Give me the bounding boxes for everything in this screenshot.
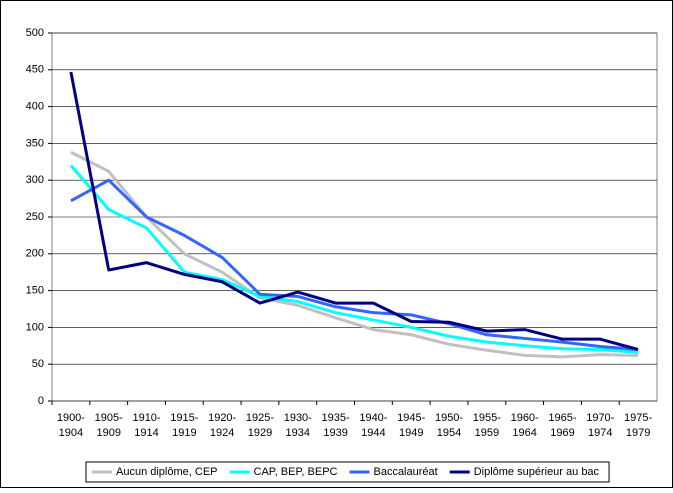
y-tick-label: 500 — [26, 27, 44, 39]
x-tick-label: 1915-1919 — [170, 412, 198, 439]
y-tick-label: 400 — [26, 101, 44, 113]
y-tick-label: 200 — [26, 248, 44, 260]
x-tick-label: 1965-1969 — [548, 412, 576, 439]
y-tick-label: 350 — [26, 137, 44, 149]
legend: Aucun diplôme, CEP CAP, BEP, BEPC Baccalau… — [85, 461, 610, 483]
y-tick-label: 50 — [32, 358, 44, 370]
series-line — [69, 164, 639, 354]
x-tick-label: 1905-1909 — [95, 412, 123, 439]
series-line — [70, 178, 639, 351]
legend-label: Diplôme supérieur au bac — [474, 466, 600, 478]
series-line — [69, 71, 639, 351]
y-tick-label: 300 — [26, 174, 44, 186]
x-tick-label: 1950-1954 — [435, 412, 463, 439]
legend-box — [85, 461, 610, 483]
x-tick-label: 1960-1964 — [511, 412, 539, 439]
x-tick-label: 1920-1924 — [208, 412, 236, 439]
y-tick-label: 100 — [26, 321, 44, 333]
x-tick-label: 1935-1939 — [322, 412, 350, 439]
x-tick-label: 1945-1949 — [397, 412, 425, 439]
legend-label: CAP, BEP, BEPC — [254, 466, 338, 478]
x-tick-label: 1930-1934 — [284, 412, 312, 439]
x-tick-label: 1975-1979 — [624, 412, 652, 439]
x-tick-label: 1910-1914 — [132, 412, 160, 439]
legend-label: Baccalauréat — [373, 466, 437, 478]
y-tick-label: 0 — [38, 395, 44, 407]
x-tick-label: 1925-1929 — [246, 412, 274, 439]
y-tick-label: 450 — [26, 64, 44, 76]
x-tick-label: 1955-1959 — [473, 412, 501, 439]
x-tick-label: 1970-1974 — [586, 412, 614, 439]
y-tick-label: 250 — [26, 211, 44, 223]
legend-label: Aucun diplôme, CEP — [116, 466, 218, 478]
x-tick-label: 1940-1944 — [359, 412, 387, 439]
x-tick-label: 1900-1904 — [57, 412, 85, 439]
series-line — [70, 150, 639, 359]
y-tick-label: 150 — [26, 285, 44, 297]
